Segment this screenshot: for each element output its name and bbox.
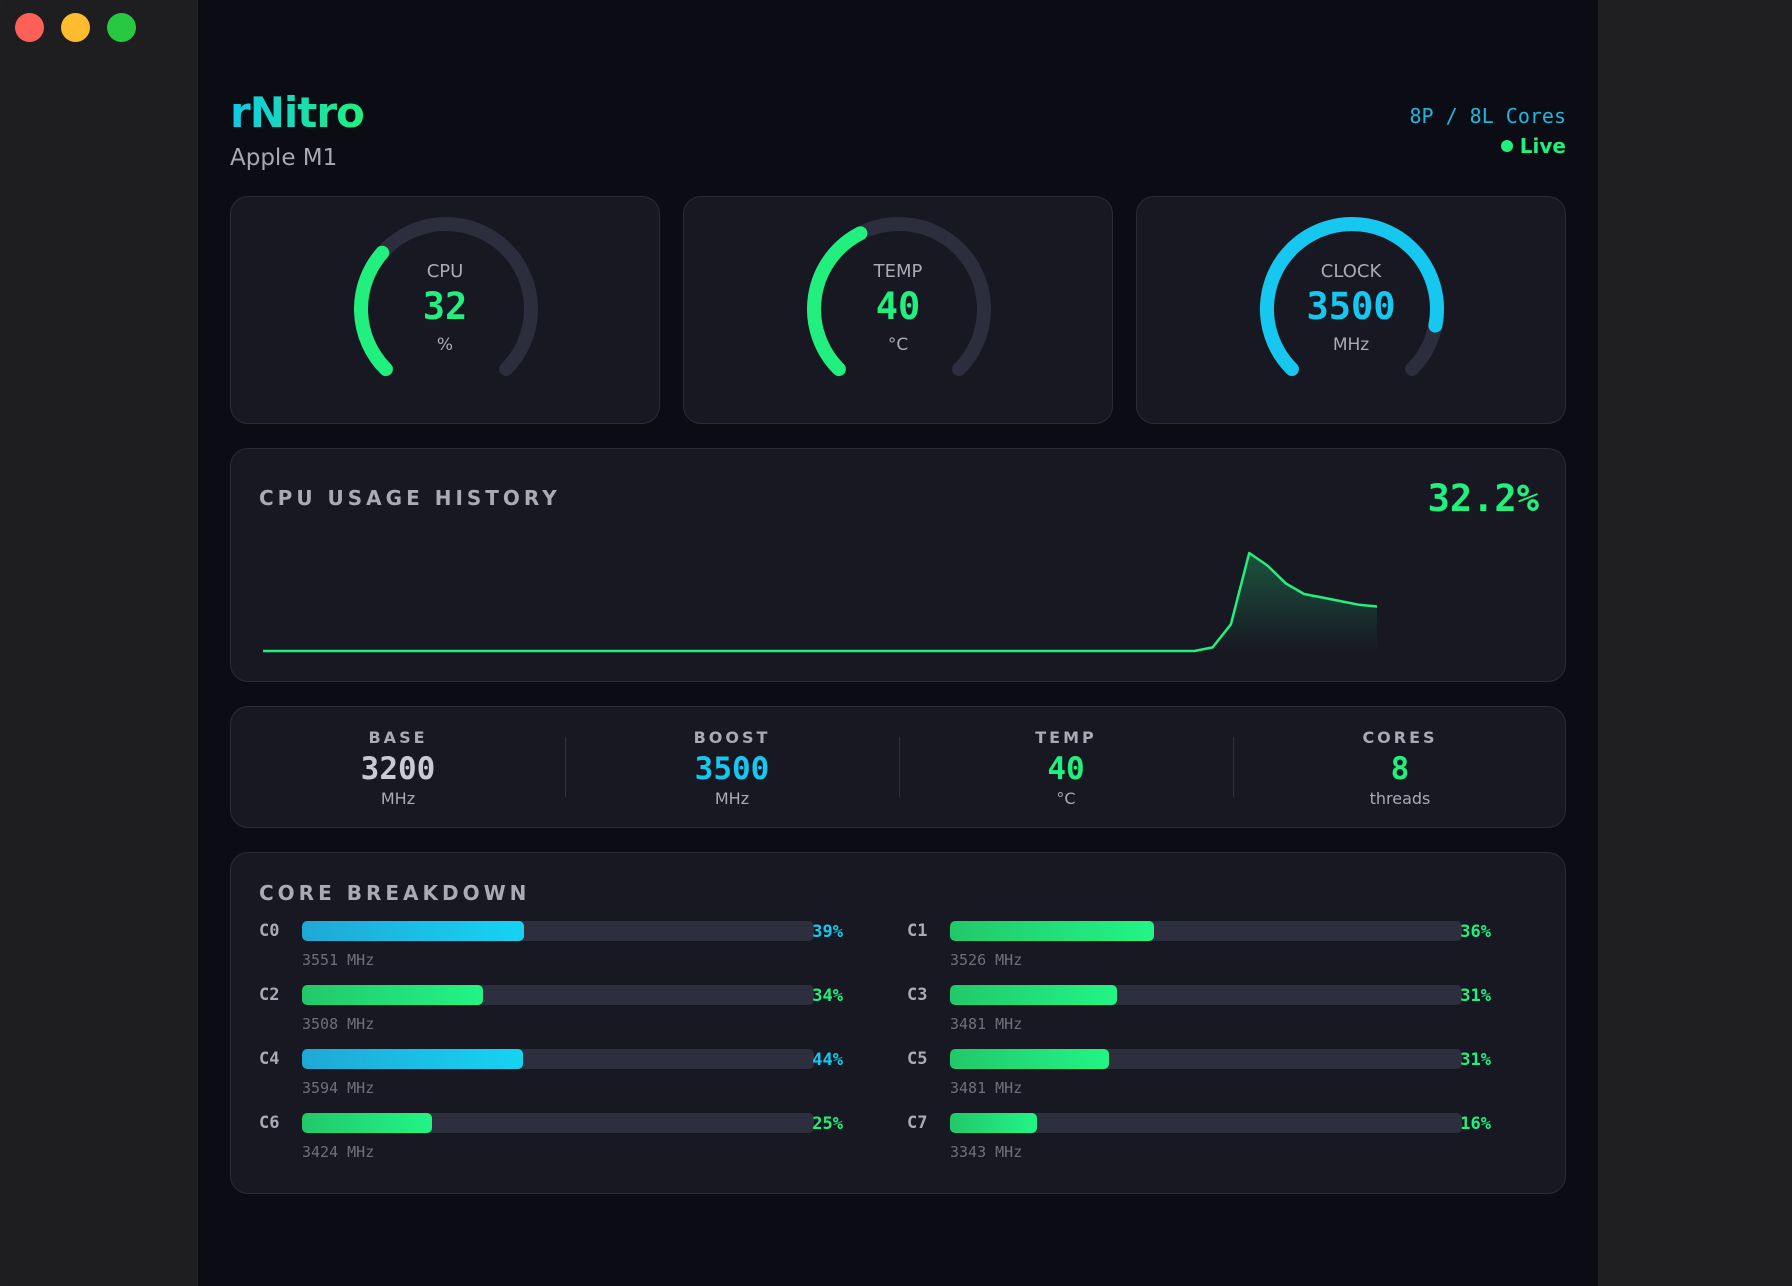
gauge-value-arc xyxy=(807,226,868,377)
stat-boost-label: BOOST xyxy=(693,728,771,747)
history-line xyxy=(263,551,1378,653)
core-frequency: 3508 MHz xyxy=(302,1015,375,1033)
stat-base-value: 3200 xyxy=(360,751,436,787)
clock-gauge-label: CLOCK xyxy=(1320,261,1382,282)
right-panel xyxy=(1598,0,1792,1286)
core-bar-fill xyxy=(950,1113,1038,1133)
core-frequency: 3481 MHz xyxy=(950,1079,1023,1097)
core-usage-percent: 25% xyxy=(812,1114,843,1134)
cpu-gauge-value: 32 xyxy=(422,285,468,328)
core-bar-fill xyxy=(950,1049,1109,1069)
core-name: C1 xyxy=(907,921,928,941)
core-usage-percent: 44% xyxy=(812,1050,843,1070)
core-bar-track xyxy=(950,1049,1462,1069)
dashboard: rNitro Apple M1 8P / 8L Cores Live CPU 3… xyxy=(198,0,1598,1286)
stat-boost-unit: MHz xyxy=(714,789,750,808)
core-breakdown-title: CORE BREAKDOWN xyxy=(259,881,531,905)
temp-gauge-value: 40 xyxy=(875,285,921,328)
live-dot-icon xyxy=(1500,140,1513,152)
core-name: C3 xyxy=(907,985,928,1005)
core-name: C0 xyxy=(259,921,280,941)
cpu-gauge-unit: % xyxy=(436,335,454,355)
gauge-value-arc xyxy=(354,245,393,377)
core-bar-track xyxy=(302,1049,814,1069)
core-bar-fill xyxy=(950,985,1117,1005)
stat-cores-label: CORES xyxy=(1362,728,1438,747)
stat-base: BASE 3200 MHz xyxy=(231,707,565,827)
cpu-gauge-label: CPU xyxy=(426,261,464,282)
stat-temp-unit: °C xyxy=(1056,789,1076,808)
close-window-button[interactable] xyxy=(15,13,44,42)
live-status: Live xyxy=(1500,134,1566,158)
temp-gauge-label: TEMP xyxy=(873,261,923,282)
stat-divider xyxy=(565,737,566,797)
clock-gauge-value: 3500 xyxy=(1306,285,1396,328)
stat-base-label: BASE xyxy=(368,728,428,747)
history-chart xyxy=(263,551,1378,653)
stat-temp-value: 40 xyxy=(1047,751,1085,787)
core-usage-percent: 31% xyxy=(1460,986,1491,1006)
stat-base-unit: MHz xyxy=(380,789,416,808)
temp-gauge xyxy=(807,217,991,377)
core-frequency: 3424 MHz xyxy=(302,1143,375,1161)
stat-temp-label: TEMP xyxy=(1035,728,1097,747)
stat-boost-value: 3500 xyxy=(694,751,770,787)
core-usage-percent: 34% xyxy=(812,986,843,1006)
core-bar-track xyxy=(302,1113,814,1133)
core-frequency: 3343 MHz xyxy=(950,1143,1023,1161)
core-bar-fill xyxy=(302,1113,432,1133)
left-panel xyxy=(0,0,198,1286)
cpu-usage-history-card: CPU USAGE HISTORY 32.2% xyxy=(230,448,1566,682)
chip-name: Apple M1 xyxy=(230,145,338,171)
stats-card: BASE 3200 MHz BOOST 3500 MHz TEMP 40 °C … xyxy=(230,706,1566,828)
core-name: C2 xyxy=(259,985,280,1005)
core-name: C4 xyxy=(259,1049,280,1069)
cores-summary: 8P / 8L Cores xyxy=(1409,104,1566,128)
core-usage-percent: 16% xyxy=(1460,1114,1491,1134)
core-bar-track xyxy=(302,921,814,941)
core-frequency: 3526 MHz xyxy=(950,951,1023,969)
core-bar-fill xyxy=(302,1049,524,1069)
stat-temp: TEMP 40 °C xyxy=(899,707,1233,827)
history-current-value: 32.2% xyxy=(1427,477,1539,520)
clock-gauge xyxy=(1260,217,1444,377)
core-bar-fill xyxy=(302,985,484,1005)
stat-divider xyxy=(899,737,900,797)
history-area xyxy=(263,553,1377,651)
stat-cores-unit: threads xyxy=(1369,789,1431,808)
core-frequency: 3594 MHz xyxy=(302,1079,375,1097)
core-bar-fill xyxy=(950,921,1154,941)
cpu-gauge xyxy=(354,217,538,377)
core-bar-track xyxy=(950,985,1462,1005)
minimize-window-button[interactable] xyxy=(61,13,90,42)
stat-cores-value: 8 xyxy=(1390,751,1410,787)
core-bar-fill xyxy=(302,921,525,941)
core-usage-percent: 31% xyxy=(1460,1050,1491,1070)
core-bar-track xyxy=(302,985,814,1005)
core-usage-percent: 36% xyxy=(1460,922,1491,942)
stat-cores: CORES 8 threads xyxy=(1233,707,1567,827)
stat-boost: BOOST 3500 MHz xyxy=(565,707,899,827)
core-frequency: 3481 MHz xyxy=(950,1015,1023,1033)
core-name: C7 xyxy=(907,1113,928,1133)
temp-gauge-unit: °C xyxy=(887,335,909,355)
app-title: rNitro xyxy=(230,88,365,137)
core-frequency: 3551 MHz xyxy=(302,951,375,969)
temp-gauge-card: TEMP 40 °C xyxy=(683,196,1113,424)
clock-gauge-card: CLOCK 3500 MHz xyxy=(1136,196,1566,424)
live-label: Live xyxy=(1519,134,1566,158)
gauge-value-arc xyxy=(1260,217,1444,377)
core-bar-track xyxy=(950,1113,1462,1133)
history-title: CPU USAGE HISTORY xyxy=(259,486,561,510)
clock-gauge-unit: MHz xyxy=(1332,335,1370,355)
core-name: C5 xyxy=(907,1049,928,1069)
cpu-gauge-card: CPU 32 % xyxy=(230,196,660,424)
zoom-window-button[interactable] xyxy=(107,13,136,42)
core-name: C6 xyxy=(259,1113,280,1133)
core-bar-track xyxy=(950,921,1462,941)
core-usage-percent: 39% xyxy=(812,922,843,942)
core-breakdown-card: CORE BREAKDOWN C0 3551 MHz 39% C1 3526 MHz 36… xyxy=(230,852,1566,1194)
stat-divider xyxy=(1233,737,1234,797)
